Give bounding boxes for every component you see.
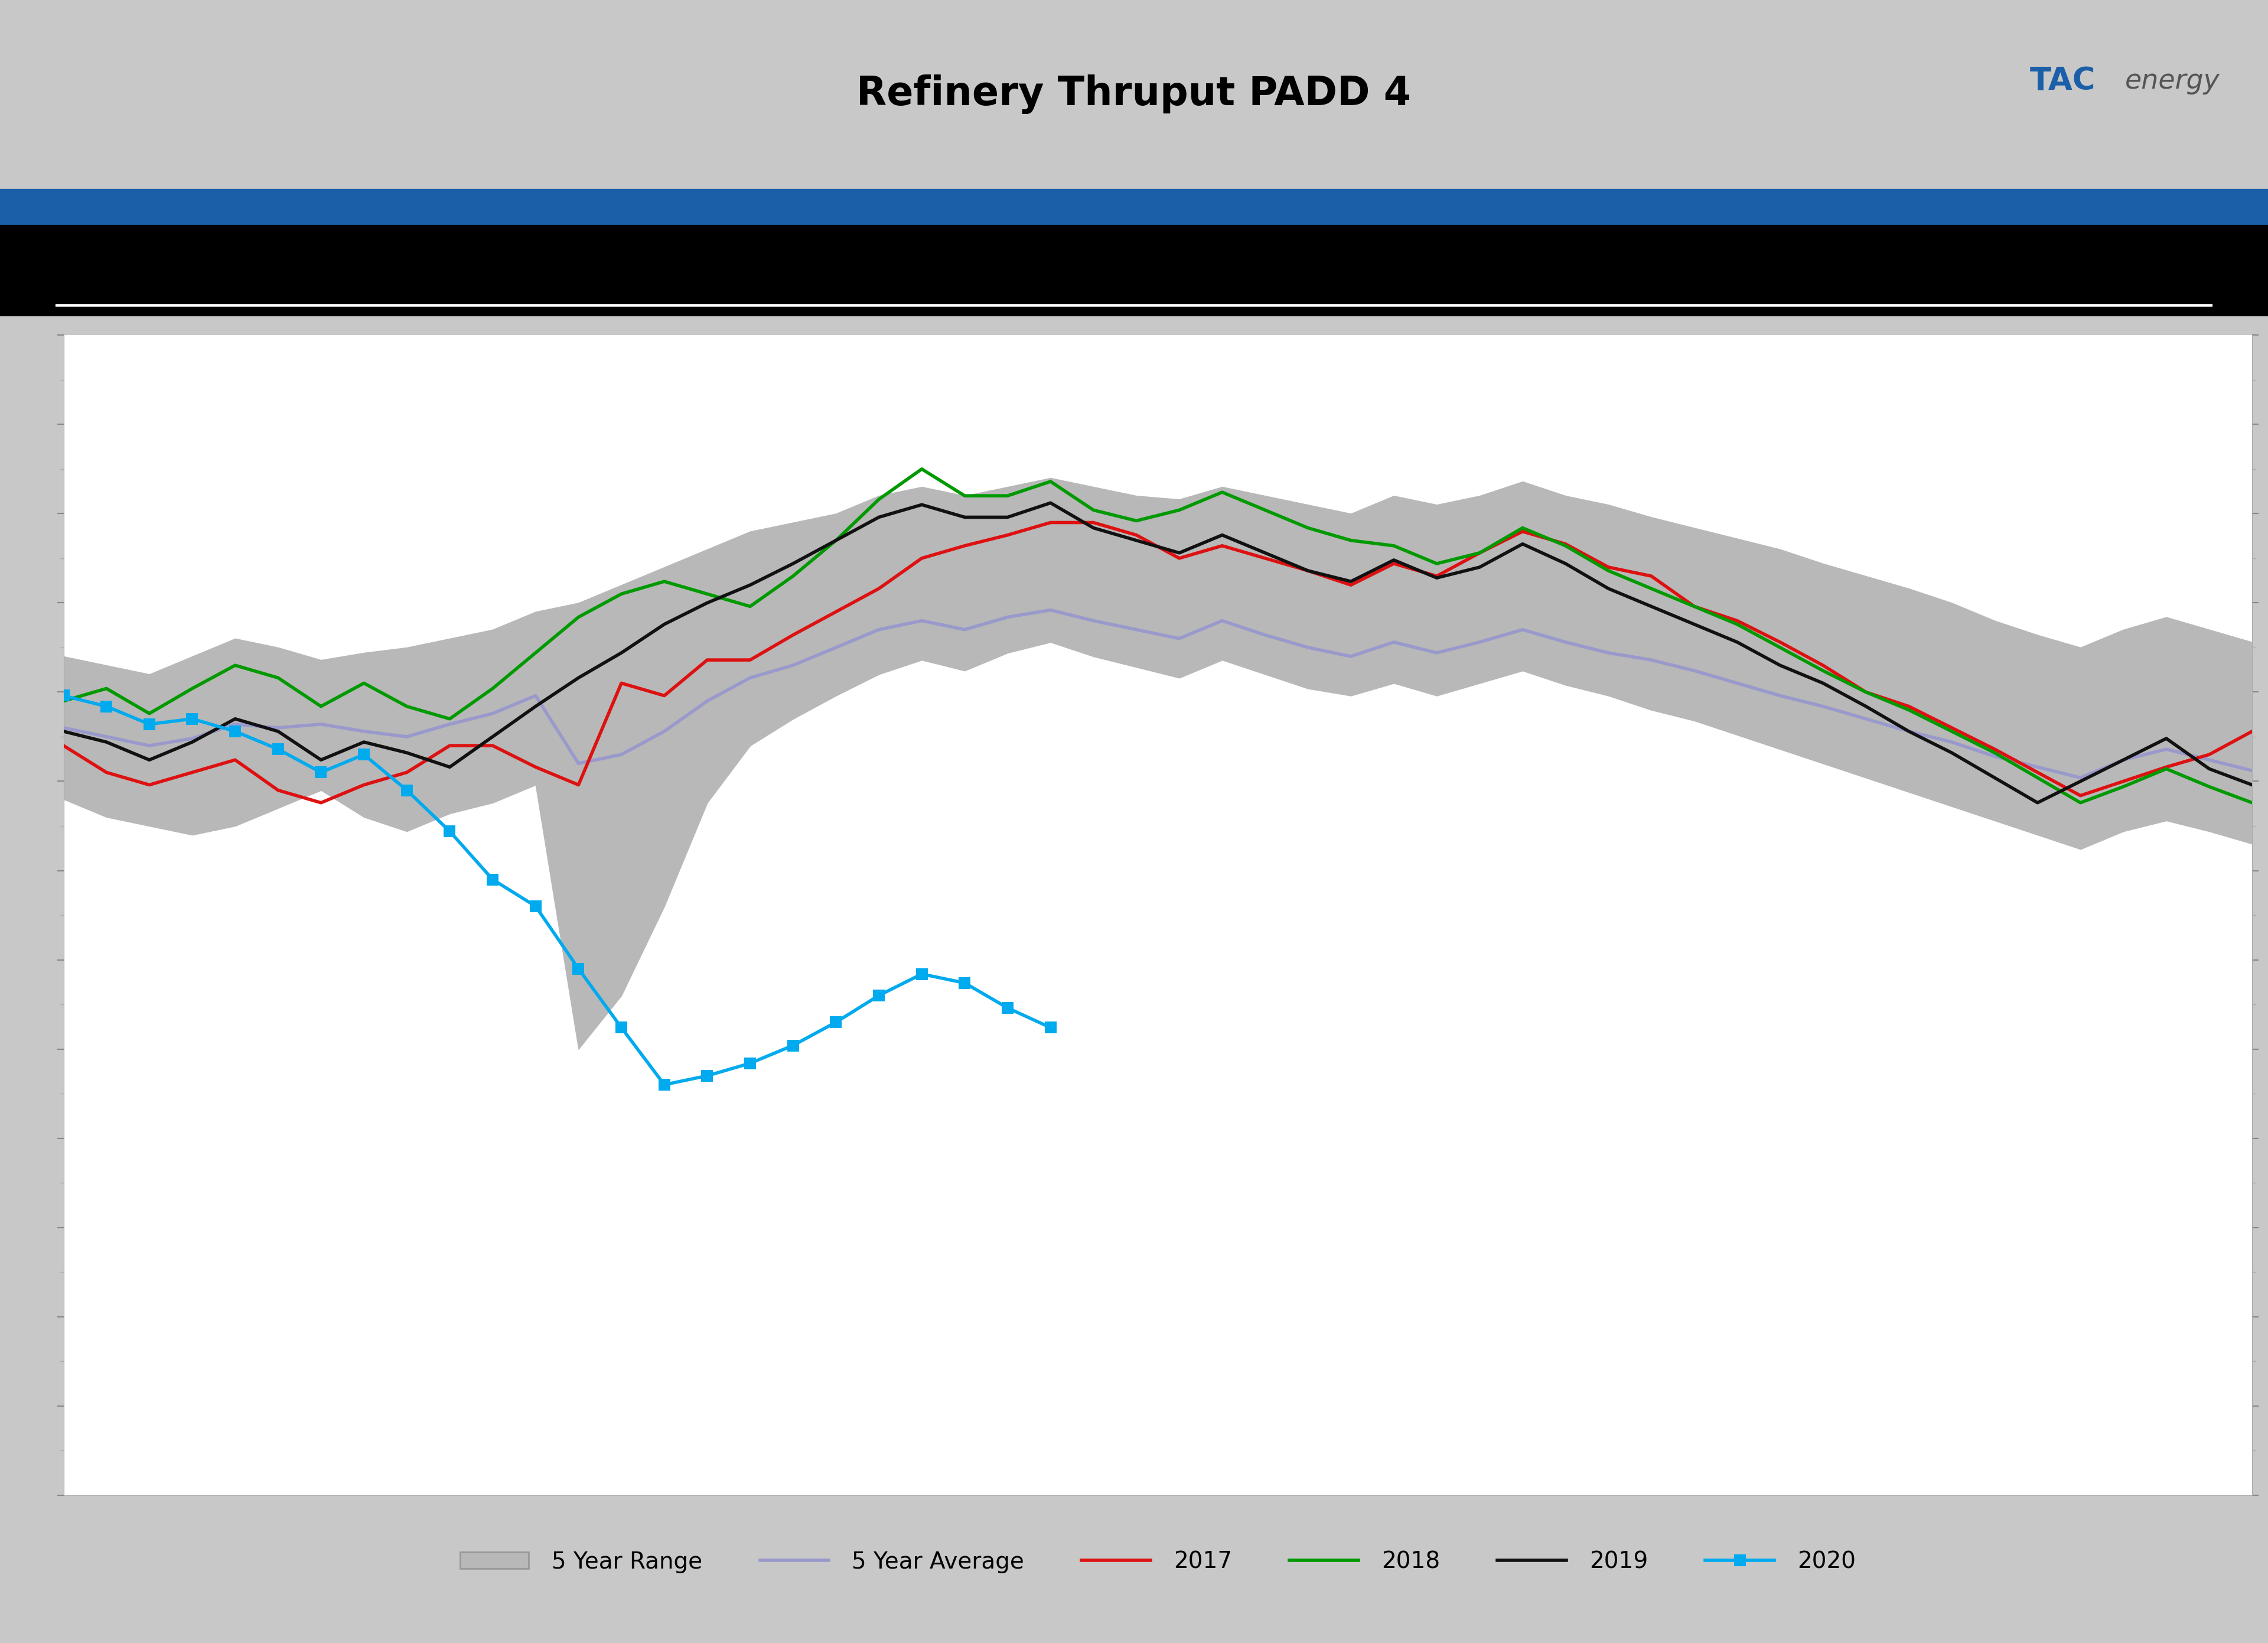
Bar	[0, 225, 2268, 315]
Text: energy: energy	[2125, 67, 2220, 95]
Text: Refinery Thruput PADD 4: Refinery Thruput PADD 4	[857, 74, 1411, 115]
Legend: 5 Year Range, 5 Year Average, 2017, 2018, 2019, 2020: 5 Year Range, 5 Year Average, 2017, 2018…	[451, 1541, 1864, 1582]
Bar	[0, 189, 2268, 225]
Text: TAC: TAC	[2030, 66, 2096, 97]
